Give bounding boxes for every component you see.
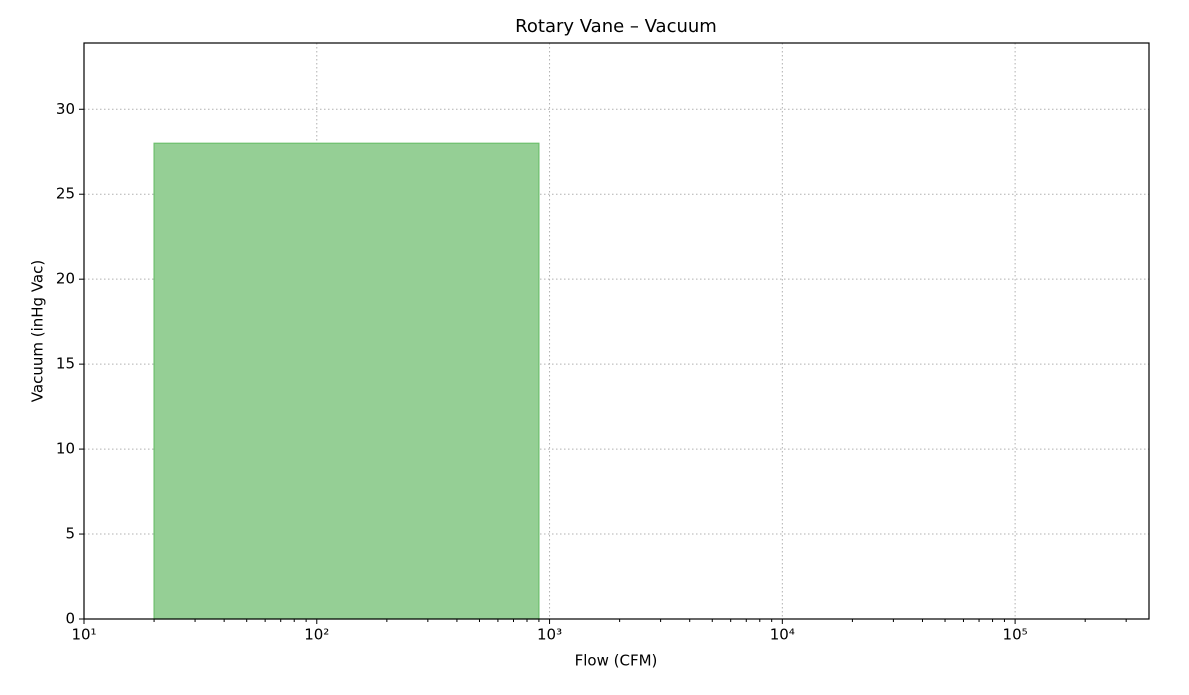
x-tick-label: 10² — [304, 626, 329, 644]
x-axis-label: Flow (CFM) — [575, 652, 658, 670]
y-tick-label: 15 — [56, 355, 75, 373]
y-tick-label: 0 — [65, 610, 75, 628]
x-tick-label: 10⁵ — [1003, 626, 1028, 644]
y-tick-label: 5 — [65, 525, 75, 543]
y-tick-label: 10 — [56, 440, 75, 458]
chart-title: Rotary Vane – Vacuum — [515, 16, 717, 37]
x-tick-label: 10¹ — [71, 626, 96, 644]
y-tick-label: 30 — [56, 100, 75, 118]
x-tick-label: 10³ — [537, 626, 562, 644]
y-tick-label: 20 — [56, 270, 75, 288]
y-tick-label: 25 — [56, 185, 75, 203]
y-axis-label: Vacuum (inHg Vac) — [29, 260, 47, 402]
x-tick-label: 10⁴ — [770, 626, 795, 644]
plot-frame — [83, 42, 1150, 620]
range-bar — [153, 142, 540, 620]
